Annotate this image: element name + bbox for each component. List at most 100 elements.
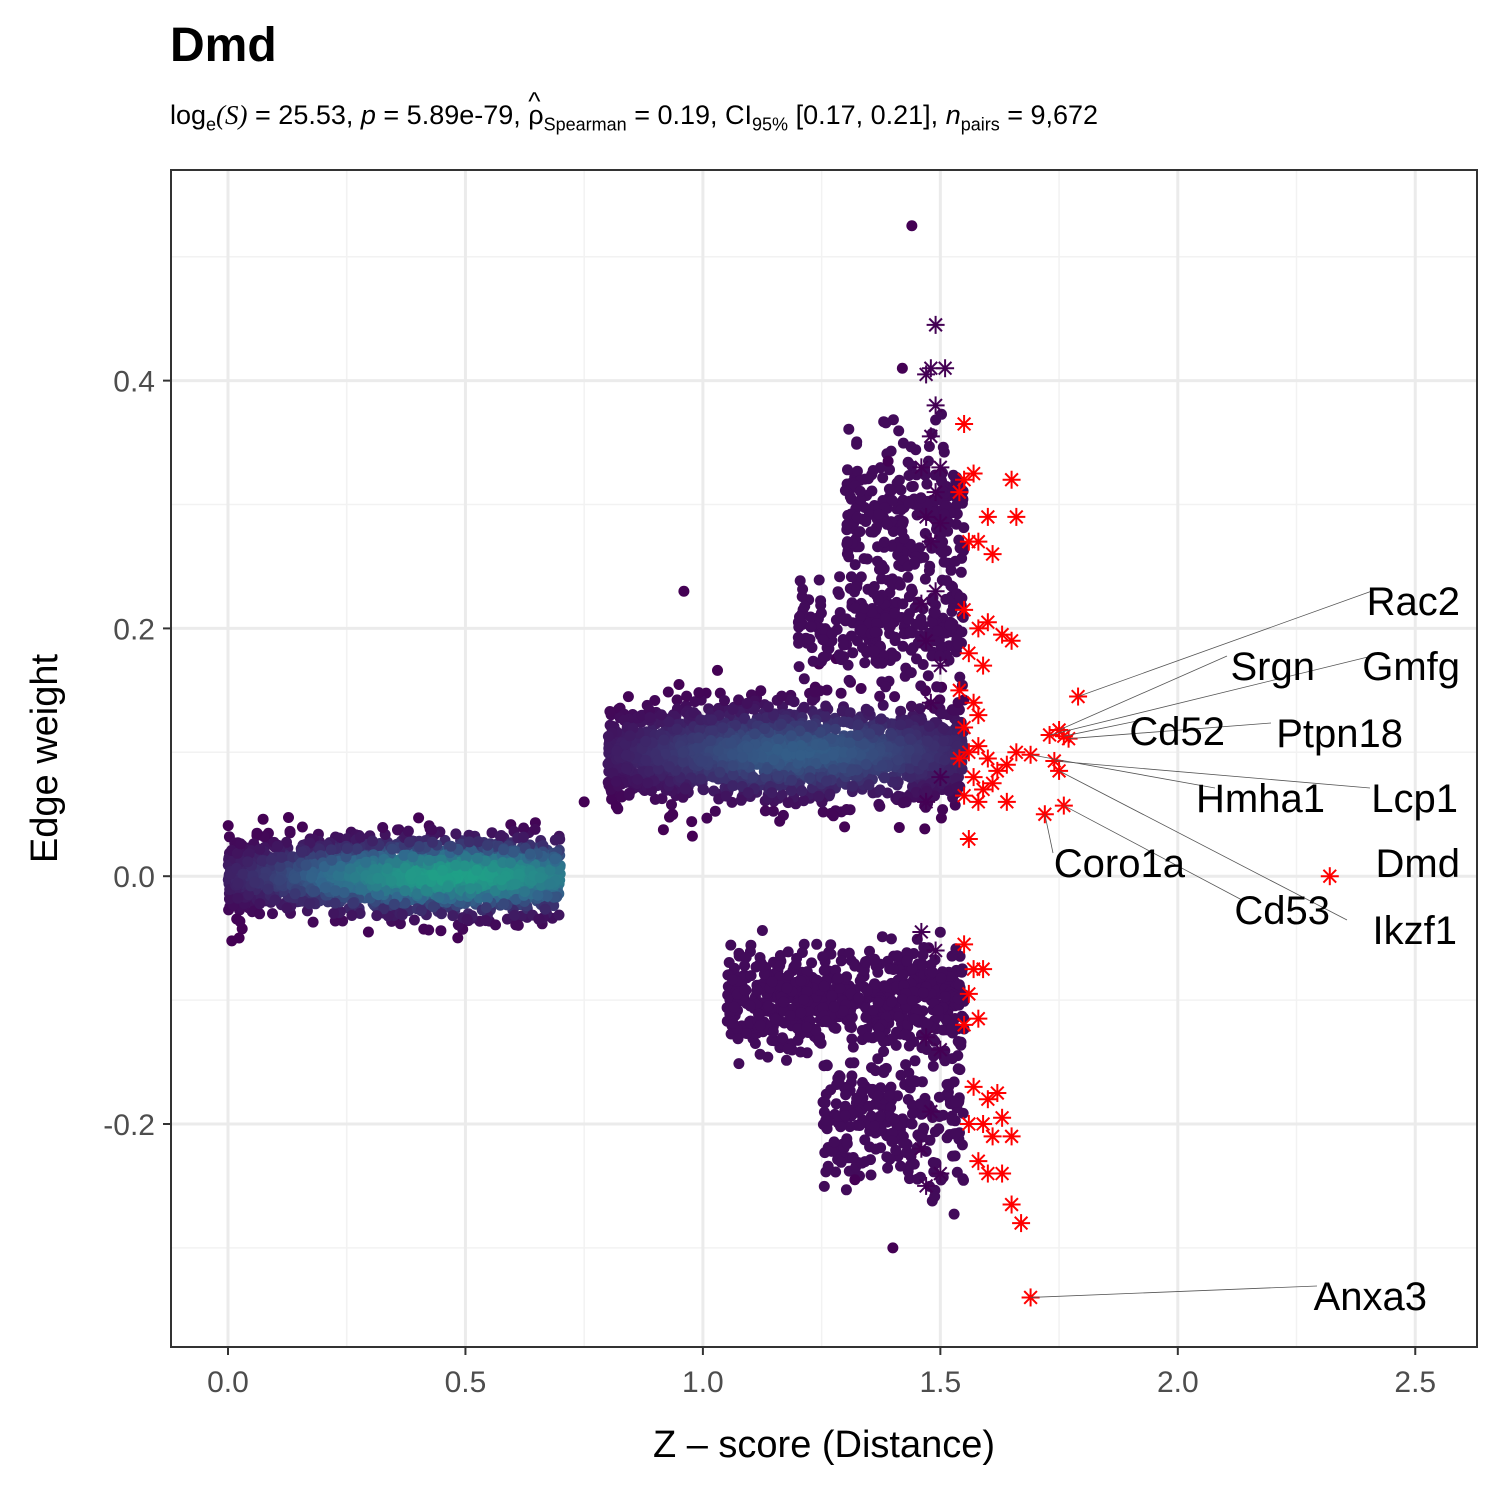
data-point xyxy=(378,903,390,915)
data-point xyxy=(232,892,244,904)
data-point xyxy=(549,853,561,865)
data-point xyxy=(842,464,853,476)
data-point xyxy=(852,719,864,731)
data-point xyxy=(773,733,785,745)
data-point xyxy=(922,670,934,682)
data-point xyxy=(326,854,338,866)
data-point xyxy=(693,732,705,744)
data-point xyxy=(249,876,261,888)
data-point xyxy=(413,841,425,852)
data-point xyxy=(846,1033,858,1045)
data-point xyxy=(404,836,415,848)
data-point xyxy=(632,774,643,785)
data-point xyxy=(723,957,735,968)
data-point xyxy=(472,836,484,848)
data-point xyxy=(794,611,805,623)
data-point xyxy=(804,772,816,784)
data-point xyxy=(392,824,403,836)
data-point xyxy=(394,918,406,930)
subtitle-n-sub: pairs xyxy=(960,114,1000,135)
data-point xyxy=(796,785,808,797)
data-point xyxy=(944,619,956,631)
data-point xyxy=(524,848,536,860)
subtitle-log-value: = 25.53, xyxy=(247,100,361,130)
data-point xyxy=(781,1054,792,1066)
data-point xyxy=(251,827,263,839)
data-point xyxy=(952,639,964,651)
data-point xyxy=(705,735,717,746)
data-point xyxy=(851,438,863,450)
data-point xyxy=(856,624,868,636)
data-point xyxy=(677,756,689,768)
data-point xyxy=(827,810,839,822)
data-point xyxy=(893,425,905,437)
data-point xyxy=(798,795,810,807)
data-point xyxy=(903,470,915,481)
data-point xyxy=(519,886,531,898)
data-point xyxy=(845,630,857,642)
data-point xyxy=(701,812,713,824)
data-point xyxy=(923,720,935,732)
data-point xyxy=(792,631,804,643)
data-point xyxy=(785,730,797,742)
data-point xyxy=(922,735,933,747)
data-point xyxy=(640,735,652,747)
data-point xyxy=(727,760,739,772)
data-point xyxy=(362,926,374,938)
data-point xyxy=(355,883,367,895)
data-point xyxy=(330,885,341,897)
data-point xyxy=(254,843,266,855)
data-point xyxy=(872,966,884,978)
data-point xyxy=(544,878,556,890)
data-point xyxy=(471,864,483,876)
data-point xyxy=(662,686,674,698)
data-point xyxy=(415,874,427,886)
data-point xyxy=(747,771,759,783)
data-point xyxy=(304,898,316,910)
data-point xyxy=(867,586,879,598)
data-point xyxy=(271,840,283,852)
data-point xyxy=(937,722,949,734)
subtitle-rho-label: ρ xyxy=(528,86,543,131)
subtitle-p-label: p xyxy=(360,100,376,130)
subtitle-rho-value: = 0.19, CI xyxy=(626,100,753,130)
data-point xyxy=(354,831,366,843)
data-point xyxy=(548,900,560,912)
data-point xyxy=(242,856,254,868)
data-point xyxy=(849,602,861,614)
data-point xyxy=(903,614,914,625)
data-point xyxy=(289,888,301,900)
data-point xyxy=(498,844,509,856)
data-point xyxy=(755,685,767,697)
data-point xyxy=(788,696,800,708)
data-point xyxy=(461,914,473,925)
data-point xyxy=(269,894,281,906)
data-point xyxy=(809,686,821,698)
data-point xyxy=(717,722,729,734)
data-point xyxy=(224,893,236,905)
data-point xyxy=(775,718,787,730)
data-point xyxy=(936,708,948,720)
data-point xyxy=(642,777,654,789)
data-point xyxy=(686,816,698,828)
data-point xyxy=(906,583,918,595)
data-point xyxy=(697,783,709,795)
data-point xyxy=(667,808,678,820)
data-point xyxy=(869,626,881,638)
data-point xyxy=(887,414,899,426)
data-point xyxy=(328,907,340,919)
data-point xyxy=(941,575,953,587)
data-point xyxy=(658,734,670,746)
data-point xyxy=(490,919,501,931)
data-point xyxy=(904,733,916,745)
data-point xyxy=(372,872,384,884)
data-point xyxy=(677,747,689,758)
data-point xyxy=(874,800,886,812)
data-point xyxy=(813,574,825,586)
data-point xyxy=(868,645,880,657)
data-point xyxy=(496,874,507,886)
data-point xyxy=(878,536,890,548)
data-point xyxy=(539,903,551,915)
data-point xyxy=(903,744,915,756)
data-point xyxy=(839,613,851,625)
